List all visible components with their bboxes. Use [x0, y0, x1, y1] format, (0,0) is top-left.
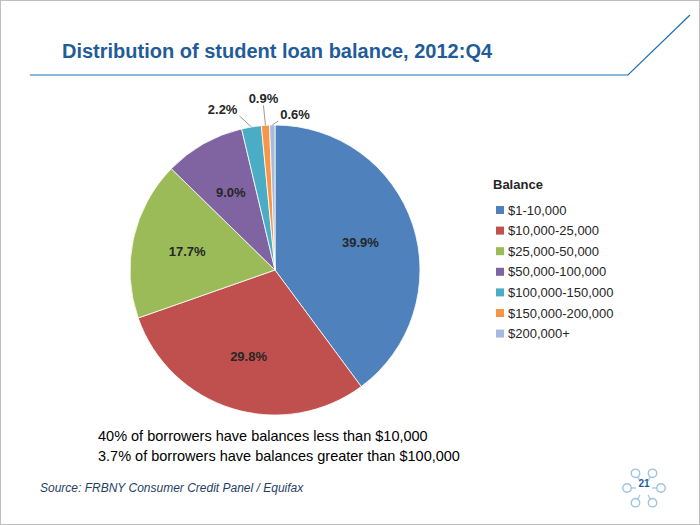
source: Source: FRBNY Consumer Credit Panel / Eq…	[40, 481, 304, 495]
data-label: 9.0%	[216, 185, 246, 200]
logo-ring	[657, 484, 665, 492]
legend-swatch	[496, 288, 504, 296]
legend: Balance $1-10,000 $10,000-25,000 $25,000-50…	[493, 177, 614, 341]
legend-label: $200,000+	[508, 326, 570, 341]
legend-label: $100,000-150,000	[508, 285, 614, 300]
pie-slice	[270, 125, 275, 270]
data-label: 2.2%	[208, 102, 238, 117]
title: Distribution of student loan balance, 20…	[62, 40, 493, 62]
logo-spoke	[638, 495, 641, 499]
logo-ring	[623, 484, 631, 492]
data-label: 0.9%	[249, 91, 279, 106]
data-label: 0.6%	[280, 107, 310, 122]
slide: Distribution of student loan balance, 20…	[0, 0, 700, 525]
legend-title: Balance	[493, 177, 543, 192]
legend-swatch	[496, 227, 504, 235]
annotation: 3.7% of borrowers have balances greater …	[98, 448, 460, 464]
logo-ring	[631, 469, 639, 477]
logo-spoke	[652, 487, 657, 488]
legend-label: $1-10,000	[508, 203, 567, 218]
legend-label: $150,000-200,000	[508, 306, 614, 321]
data-label: 17.7%	[169, 244, 206, 259]
logo-spoke	[631, 487, 636, 488]
legend-swatch	[496, 330, 504, 338]
legend-swatch	[496, 268, 504, 276]
pie-slice	[242, 126, 275, 270]
page-number: 21	[638, 478, 650, 489]
legend-label: $50,000-100,000	[508, 264, 606, 279]
logo	[623, 469, 665, 507]
leader-line	[263, 105, 265, 125]
annotation: 40% of borrowers have balances less than…	[98, 428, 428, 444]
legend-swatch	[496, 247, 504, 255]
logo-spoke	[648, 495, 651, 499]
logo-ring	[631, 499, 639, 507]
logo-ring	[648, 469, 656, 477]
legend-label: $10,000-25,000	[508, 223, 599, 238]
legend-swatch	[496, 309, 504, 317]
legend-swatch	[496, 206, 504, 214]
pie-slice	[261, 125, 275, 270]
data-label: 29.8%	[230, 349, 267, 364]
pie	[130, 125, 420, 415]
title-rule	[30, 15, 690, 75]
logo-ring	[648, 499, 656, 507]
data-label: 39.9%	[342, 235, 379, 250]
legend-label: $25,000-50,000	[508, 244, 599, 259]
leader-line	[239, 116, 251, 127]
leader-line	[272, 121, 278, 125]
slide-frame	[1, 1, 700, 525]
